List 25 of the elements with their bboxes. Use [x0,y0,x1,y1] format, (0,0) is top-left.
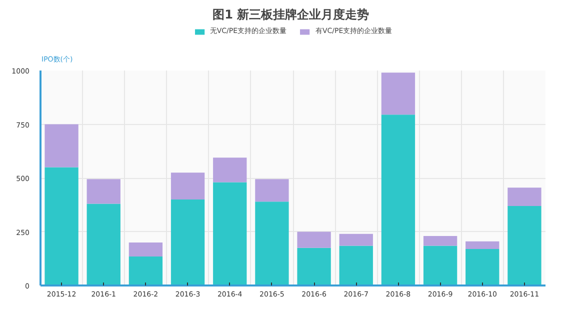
bar [128,256,163,286]
bar [297,248,331,286]
bar [339,234,373,246]
bar [213,182,247,286]
bar [255,202,289,286]
bar [255,179,289,202]
bar [381,114,416,286]
bar [297,232,331,248]
bar [213,158,247,182]
bar [466,248,500,286]
bar [86,204,120,286]
bar [423,236,458,246]
bar [339,246,373,286]
bar [508,206,542,286]
bar [86,179,120,204]
bar [128,242,163,256]
bar [170,172,205,200]
bar [170,200,205,286]
bar [466,241,500,249]
bar [508,188,542,206]
chart-title: 图1 新三板挂牌企业月度走势 [212,8,370,22]
bar [423,246,458,286]
bar [44,124,78,168]
bar [44,167,78,286]
bar [381,72,416,115]
